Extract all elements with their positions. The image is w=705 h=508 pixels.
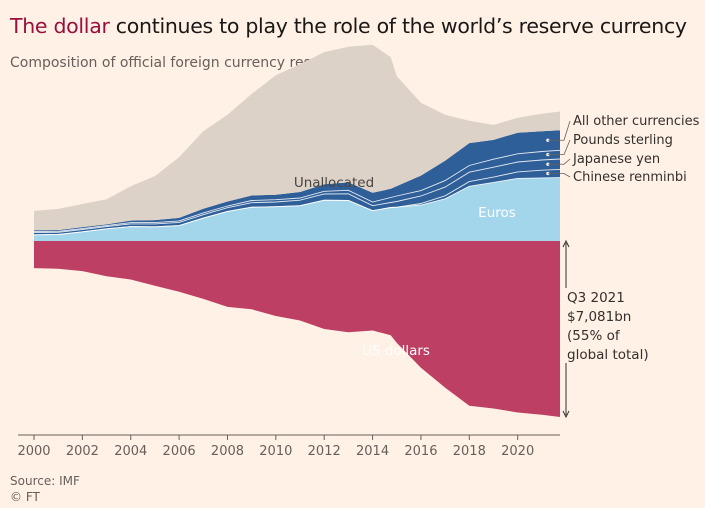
unallocated-label: Unallocated	[294, 175, 374, 191]
reserves-stacked-area-chart: 2000 2002 2004 2006 2008 2010 2012 2014 2016 2018…	[17, 44, 700, 459]
divider-line	[33, 168, 561, 236]
x-tick-label: 2004	[114, 444, 147, 459]
eur-area	[34, 177, 560, 241]
legend-leader	[547, 120, 571, 141]
footer: Source: IMF © FT	[10, 473, 80, 505]
title-highlight: The dollar	[10, 14, 110, 38]
x-axis: 2000 2002 2004 2006 2008 2010 2012 2014 2016 2018…	[17, 434, 560, 459]
area-layers	[34, 44, 560, 417]
legend-label: Chinese renminbi	[573, 170, 687, 185]
bracket-arrow-bottom	[562, 410, 570, 419]
legend-label: Pounds sterling	[573, 133, 673, 148]
other-area	[34, 130, 560, 232]
gbp-area	[34, 150, 560, 233]
chart-title: The dollar continues to play the role of…	[10, 14, 687, 38]
x-tick-label: 2008	[211, 444, 244, 459]
chart-labels: Unallocated Euros US dollars All other curr…	[294, 114, 700, 419]
title-rest: continues to play the role of the world’…	[109, 14, 687, 38]
x-tick-label: 2020	[501, 444, 534, 459]
bracket-arrow-top	[562, 239, 570, 248]
x-tick-label: 2018	[453, 444, 486, 459]
x-tick-label: 2012	[308, 444, 341, 459]
chart-subtitle: Composition of official foreign currency…	[10, 55, 350, 71]
usd-label: US dollars	[362, 343, 430, 359]
jpy-area	[34, 159, 560, 235]
legend-label: Japanese yen	[572, 152, 660, 167]
legend-leader	[547, 158, 571, 165]
legend-label: All other currencies	[573, 114, 700, 129]
source-note: Source: IMF	[10, 474, 80, 488]
annotation-line: (55% of	[567, 328, 621, 344]
legend-leader	[547, 173, 571, 178]
annotation-line: Q3 2021	[567, 290, 625, 306]
divider-lines	[33, 149, 561, 236]
x-tick-label: 2014	[356, 444, 389, 459]
usd-area	[34, 241, 560, 417]
x-tick-label: 2010	[259, 444, 292, 459]
unallocated-area	[34, 44, 560, 231]
divider-line	[33, 149, 561, 233]
divider-line	[33, 158, 561, 234]
copyright-note: © FT	[10, 490, 40, 504]
annotation-line: global total)	[567, 347, 649, 363]
x-tick-label: 2006	[163, 444, 196, 459]
annotation-line: $7,081bn	[567, 309, 631, 325]
x-tick-label: 2002	[66, 444, 99, 459]
annotation-backdrop	[560, 288, 645, 363]
x-tick-label: 2016	[404, 444, 437, 459]
x-tick-label: 2000	[17, 444, 50, 459]
legend-leader	[547, 139, 571, 156]
cny-area	[34, 169, 560, 235]
euros-label: Euros	[478, 205, 516, 221]
